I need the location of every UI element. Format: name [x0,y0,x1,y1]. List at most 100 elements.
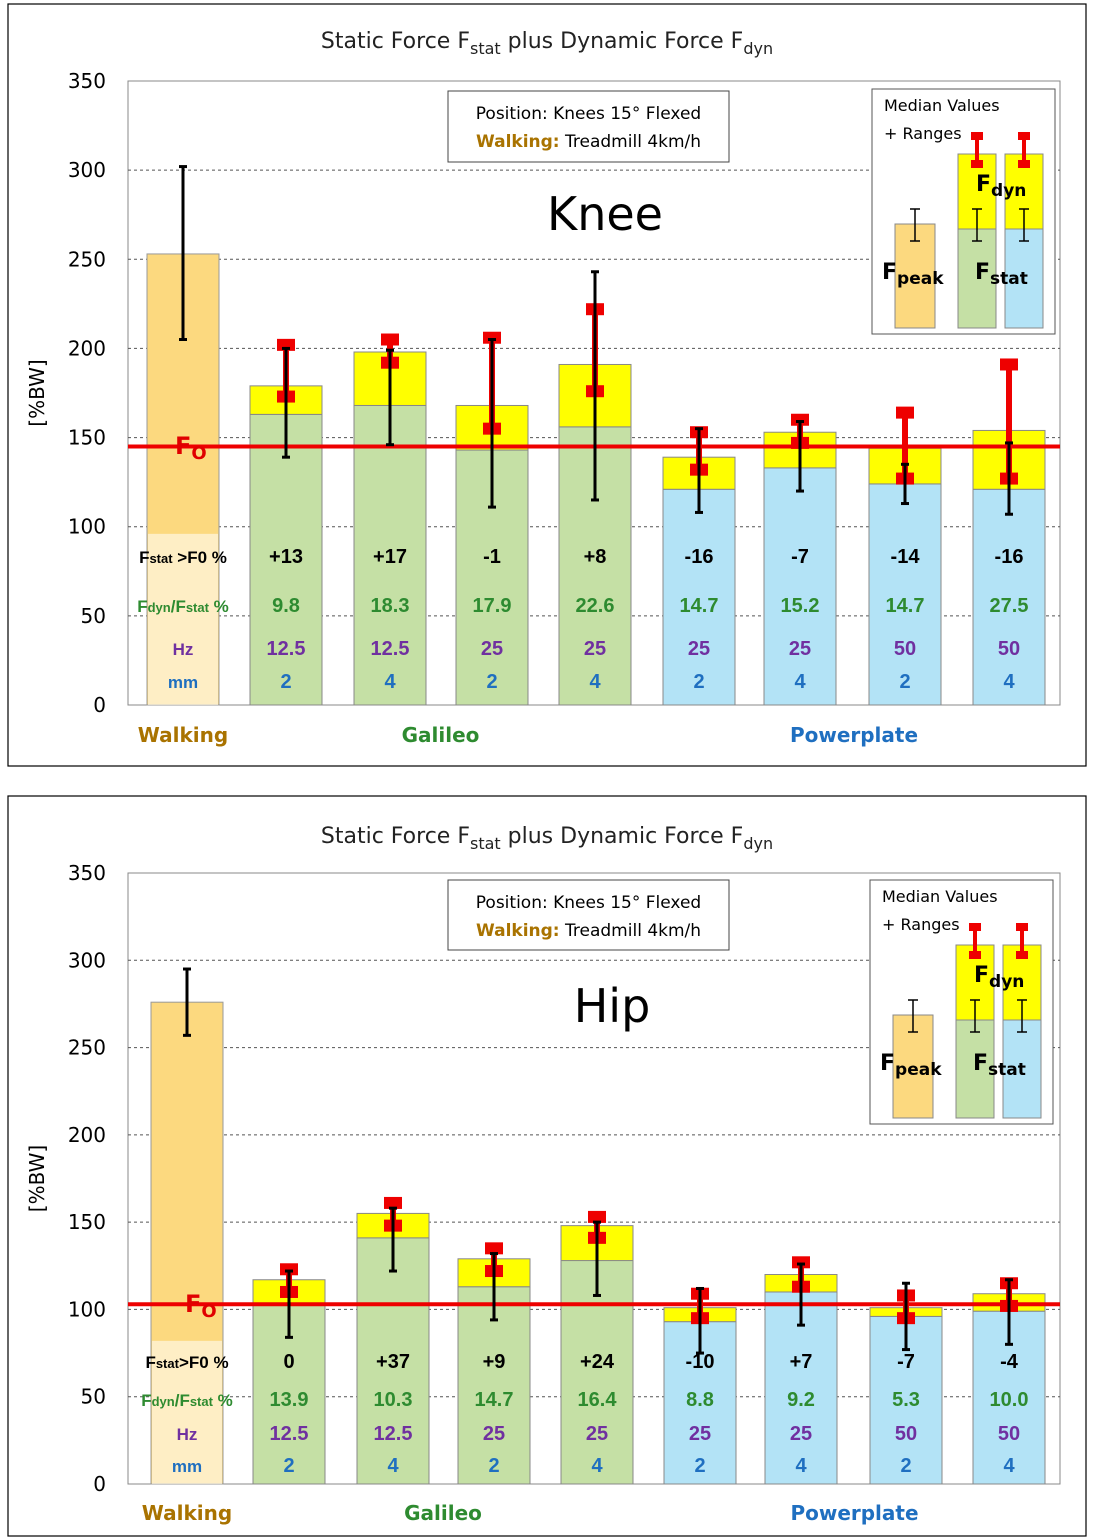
bar-powerplate-7 [868,447,942,706]
legend-fdyn-label: Fdyn [976,172,1026,201]
errorbars-4 [588,1210,606,1297]
row-label-fdyn: Fdyn/Fstat % [137,597,229,616]
chart-panel-knee: Static Force Fstat plus Dynamic Force Fd… [7,3,1087,767]
value-fstat-vs-f0: +37 [376,1351,410,1373]
bar-walking-fade [148,533,218,705]
value-fstat-vs-f0: +17 [373,546,407,568]
value-fdyn-fstat: 10.3 [374,1389,413,1411]
f0-label: FO [175,432,207,464]
value-hz: 50 [998,638,1020,660]
value-mm: 4 [1003,671,1015,693]
value-fstat-vs-f0: -4 [1000,1351,1019,1373]
y-tick-label: 200 [68,1123,106,1147]
value-fstat-vs-f0: 0 [283,1351,294,1373]
value-fdyn-fstat: 13.9 [270,1389,309,1411]
errorbar-total-cap [384,1196,402,1209]
value-mm: 2 [900,1455,911,1477]
value-fstat-vs-f0: -16 [685,546,714,568]
y-tick-label: 0 [93,693,106,717]
y-axis-label: [%BW] [25,359,49,426]
position-box [447,90,730,163]
bar-powerplate-5 [663,1307,737,1485]
value-fdyn-fstat: 15.2 [781,595,820,617]
row-label-mm: mm [168,673,198,692]
value-fdyn-fstat: 10.0 [990,1389,1029,1411]
value-hz: 25 [481,638,503,660]
y-tick-label: 350 [68,861,106,885]
y-tick-label: 250 [68,1036,106,1060]
value-hz: 25 [790,1423,812,1445]
value-fdyn-fstat: 27.5 [990,595,1029,617]
value-mm: 4 [589,671,601,693]
legend-fstat-bar [1002,1019,1042,1119]
bar-fstat [763,467,837,706]
errorbar-total-cap [277,338,295,351]
row-label-fdyn: Fdyn/Fstat % [141,1391,233,1410]
bar-walking-fade [152,1340,222,1484]
value-hz: 50 [998,1423,1020,1445]
value-fstat-vs-f0: +9 [483,1351,506,1373]
errorbars-6 [792,1256,810,1327]
legend-fstat-bar [957,228,997,329]
row-label-fstat: Fstat >F0 % [139,548,227,567]
y-tick-label: 250 [68,247,106,271]
position-box [447,879,730,951]
errorbar-total-cap [588,1210,606,1223]
value-mm: 4 [591,1455,603,1477]
legend-red-cap [971,160,983,168]
group-label-walking: Walking [142,1501,232,1525]
value-hz: 12.5 [371,638,410,660]
errorbars-1 [277,338,295,459]
errorbars-8 [1000,358,1018,516]
errorbars-3 [485,1242,503,1322]
y-tick-label: 150 [68,1210,106,1234]
chart-title: Static Force Fstat plus Dynamic Force Fd… [321,29,773,58]
y-tick-label: 150 [68,426,106,450]
position-text: Position: Knees 15° Flexed [476,893,701,913]
errorbars-2 [384,1196,402,1273]
errorbars-4 [586,270,604,502]
y-tick-label: 50 [81,604,106,628]
errorbars-2 [381,333,399,447]
value-fdyn-fstat: 16.4 [578,1389,618,1411]
y-axis-label: [%BW] [25,1145,49,1212]
value-fstat-vs-f0: -7 [897,1351,915,1373]
group-label-powerplate: Powerplate [790,1501,918,1525]
panel-label: Hip [574,979,651,1033]
y-tick-label: 50 [81,1385,106,1409]
legend-fpeak-label: Fpeak [882,260,944,289]
legend-subtitle: + Ranges [884,124,962,143]
value-fdyn-fstat: 14.7 [680,595,719,617]
legend-fstat-label: Fstat [973,1051,1026,1080]
value-fstat-vs-f0: -14 [891,546,921,568]
value-fstat-vs-f0: -16 [995,546,1024,568]
value-fdyn-fstat: 5.3 [892,1389,920,1411]
legend-red-cap [1016,923,1028,931]
value-fstat-vs-f0: -10 [686,1351,715,1373]
value-mm: 4 [387,1455,399,1477]
value-fstat-vs-f0: -7 [791,546,809,568]
value-mm: 2 [693,671,704,693]
legend-title: Median Values [882,887,998,906]
errorbar-total-cap [1000,358,1018,371]
errorbar-total-cap [791,413,809,426]
bar-fstat [868,483,942,706]
row-label-hz: Hz [177,1425,198,1444]
bar-fstat [353,404,427,706]
legend-fstat-bar [1004,228,1044,329]
value-fdyn-fstat: 18.3 [371,595,410,617]
value-mm: 2 [486,671,497,693]
bar-walking-0 [150,967,224,1485]
bar-fstat [249,413,323,706]
value-mm: 4 [1003,1455,1015,1477]
row-label-mm: mm [172,1457,202,1476]
errorbar-total-cap [381,333,399,346]
value-mm: 2 [899,671,910,693]
legend-fdyn-label: Fdyn [974,963,1024,992]
value-mm: 2 [488,1455,499,1477]
errorbar-total-cap [485,1242,503,1255]
value-fdyn-fstat: 22.6 [576,595,615,617]
value-hz: 12.5 [374,1423,413,1445]
value-hz: 25 [483,1423,505,1445]
legend-title: Median Values [884,96,1000,115]
